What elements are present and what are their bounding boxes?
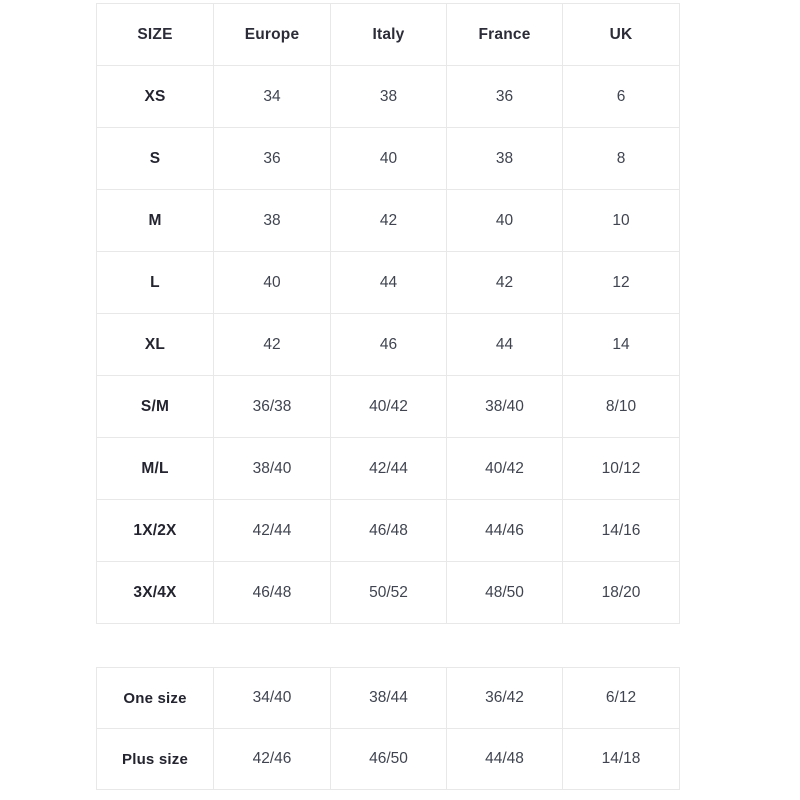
cell-italy: 42/44	[330, 437, 447, 500]
table-header-row: SIZE Europe Italy France UK	[96, 3, 680, 66]
table-row: 1X/2X 42/44 46/48 44/46 14/16	[96, 499, 680, 562]
cell-france: 44	[446, 313, 563, 376]
cell-europe: 40	[213, 251, 331, 314]
cell-uk: 8	[562, 127, 680, 190]
cell-italy: 50/52	[330, 561, 447, 624]
table-header: SIZE Europe Italy France UK	[96, 3, 680, 66]
column-header-size: SIZE	[96, 3, 214, 66]
row-label-xs: XS	[96, 65, 214, 128]
cell-france: 40/42	[446, 437, 563, 500]
cell-france: 38/40	[446, 375, 563, 438]
cell-europe: 46/48	[213, 561, 331, 624]
cell-europe: 42	[213, 313, 331, 376]
column-header-uk: UK	[562, 3, 680, 66]
row-label-1x-2x: 1X/2X	[96, 499, 214, 562]
cell-europe: 38/40	[213, 437, 331, 500]
international-size-conversion-table: SIZE Europe Italy France UK XS 34 38 36 …	[96, 3, 680, 624]
cell-italy: 44	[330, 251, 447, 314]
cell-italy: 38	[330, 65, 447, 128]
cell-france: 36	[446, 65, 563, 128]
cell-uk: 14/16	[562, 499, 680, 562]
cell-france: 48/50	[446, 561, 563, 624]
cell-uk: 18/20	[562, 561, 680, 624]
cell-europe: 36	[213, 127, 331, 190]
cell-uk: 6/12	[562, 667, 680, 729]
cell-europe: 42/44	[213, 499, 331, 562]
row-label-3x-4x: 3X/4X	[96, 561, 214, 624]
cell-europe: 38	[213, 189, 331, 252]
cell-europe: 42/46	[213, 728, 331, 790]
cell-italy: 38/44	[330, 667, 447, 729]
table-row: 3X/4X 46/48 50/52 48/50 18/20	[96, 561, 680, 624]
row-label-s: S	[96, 127, 214, 190]
cell-uk: 6	[562, 65, 680, 128]
cell-uk: 10/12	[562, 437, 680, 500]
cell-france: 42	[446, 251, 563, 314]
row-label-plus-size: Plus size	[96, 728, 214, 790]
cell-europe: 36/38	[213, 375, 331, 438]
table-body: XS 34 38 36 6 S 36 40 38 8 M 38 42 40 10	[96, 65, 680, 624]
column-header-italy: Italy	[330, 3, 447, 66]
cell-france: 38	[446, 127, 563, 190]
cell-uk: 14/18	[562, 728, 680, 790]
cell-france: 44/48	[446, 728, 563, 790]
cell-france: 36/42	[446, 667, 563, 729]
cell-italy: 46/48	[330, 499, 447, 562]
cell-italy: 42	[330, 189, 447, 252]
table-row: XS 34 38 36 6	[96, 65, 680, 128]
cell-france: 44/46	[446, 499, 563, 562]
cell-uk: 10	[562, 189, 680, 252]
table-body: One size 34/40 38/44 36/42 6/12 Plus siz…	[96, 667, 680, 790]
table-row: XL 42 46 44 14	[96, 313, 680, 376]
column-header-europe: Europe	[213, 3, 331, 66]
row-label-m-l: M/L	[96, 437, 214, 500]
cell-europe: 34	[213, 65, 331, 128]
row-label-xl: XL	[96, 313, 214, 376]
cell-uk: 8/10	[562, 375, 680, 438]
column-header-france: France	[446, 3, 563, 66]
table-row: S 36 40 38 8	[96, 127, 680, 190]
table-row: M/L 38/40 42/44 40/42 10/12	[96, 437, 680, 500]
row-label-one-size: One size	[96, 667, 214, 729]
cell-uk: 12	[562, 251, 680, 314]
row-label-s-m: S/M	[96, 375, 214, 438]
cell-italy: 40/42	[330, 375, 447, 438]
table-row: Plus size 42/46 46/50 44/48 14/18	[96, 728, 680, 790]
cell-france: 40	[446, 189, 563, 252]
cell-italy: 46/50	[330, 728, 447, 790]
cell-uk: 14	[562, 313, 680, 376]
table-row: M 38 42 40 10	[96, 189, 680, 252]
cell-europe: 34/40	[213, 667, 331, 729]
one-size-plus-size-table: One size 34/40 38/44 36/42 6/12 Plus siz…	[96, 667, 680, 790]
cell-italy: 40	[330, 127, 447, 190]
row-label-l: L	[96, 251, 214, 314]
table-row: One size 34/40 38/44 36/42 6/12	[96, 667, 680, 729]
table-row: S/M 36/38 40/42 38/40 8/10	[96, 375, 680, 438]
row-label-m: M	[96, 189, 214, 252]
cell-italy: 46	[330, 313, 447, 376]
table-row: L 40 44 42 12	[96, 251, 680, 314]
